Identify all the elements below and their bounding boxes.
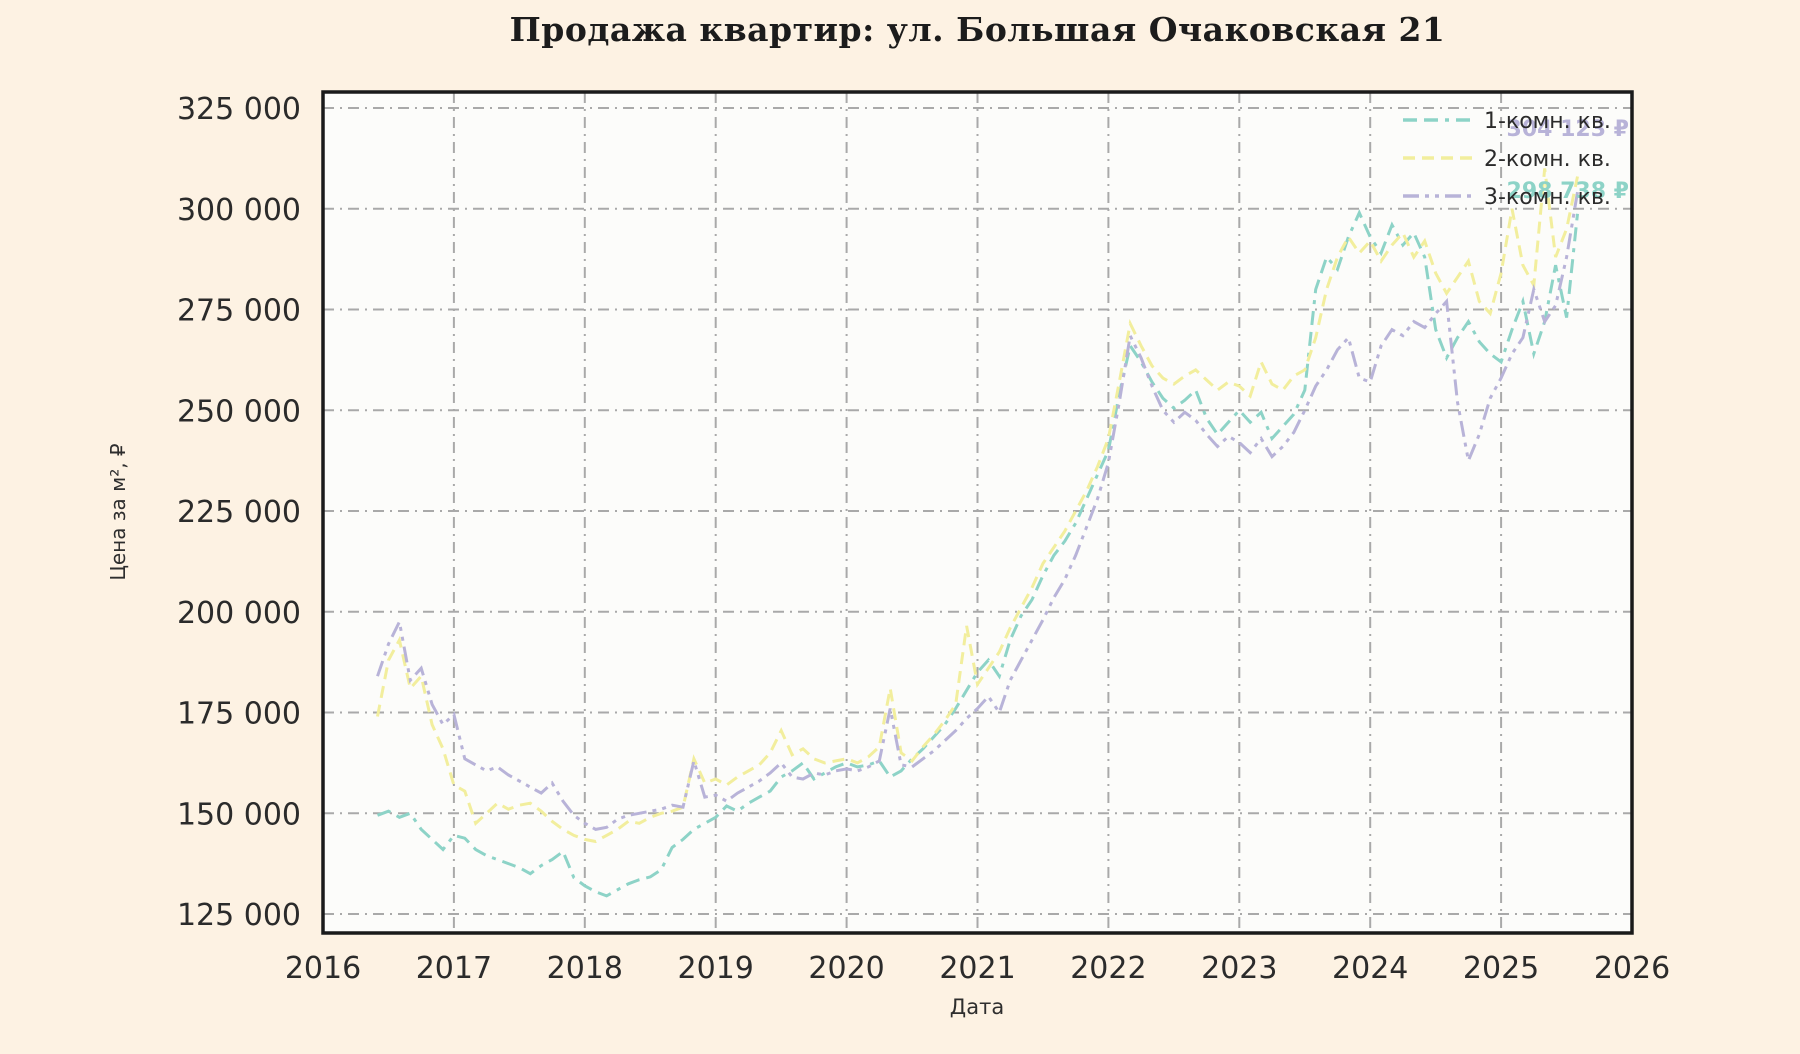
y-tick-label: 300 000 — [177, 193, 301, 228]
final-value-annotations: 304 123 ₽ 298 738 ₽ — [1507, 117, 1629, 204]
x-tick-label: 2016 — [285, 951, 361, 986]
x-tick-label: 2023 — [1201, 951, 1277, 986]
legend-label: 2-комн. кв. — [1484, 147, 1611, 172]
series-line-3-komn — [376, 191, 1579, 831]
legend-label: 3-комн. кв. — [1484, 185, 1611, 210]
series-lines — [376, 168, 1579, 898]
x-tick-label: 2017 — [416, 951, 492, 986]
final-price-annotation: 304 123 ₽ — [1507, 117, 1629, 142]
legend-item-2-komn: 2-комн. кв. — [1403, 147, 1611, 172]
x-tick-label: 2020 — [808, 951, 884, 986]
axes-box — [321, 90, 1634, 935]
x-tick-label: 2019 — [678, 951, 754, 986]
y-tick-label: 125 000 — [177, 898, 301, 933]
legend-label: 1-комн. кв. — [1484, 109, 1611, 134]
final-price-annotation: 298 738 ₽ — [1507, 179, 1629, 204]
y-tick-label: 250 000 — [177, 394, 301, 429]
x-tick-label: 2022 — [1070, 951, 1146, 986]
y-tick-label: 325 000 — [177, 92, 301, 127]
y-tick-label: 175 000 — [177, 697, 301, 732]
x-tick-label: 2026 — [1594, 951, 1670, 986]
legend-item-1-komn: 1-комн. кв. — [1403, 109, 1611, 134]
y-axis-label: Цена за м², ₽ — [106, 443, 130, 581]
x-tick-label: 2021 — [939, 951, 1015, 986]
chart-title: Продажа квартир: ул. Большая Очаковская … — [509, 10, 1446, 49]
legend: 1-комн. кв. 2-комн. кв. 3-комн. кв. — [1403, 109, 1611, 210]
x-tick-label: 2018 — [547, 951, 623, 986]
y-tick-label: 225 000 — [177, 495, 301, 530]
y-tick-label: 200 000 — [177, 596, 301, 631]
gridlines — [322, 92, 1633, 933]
y-tick-label: 275 000 — [177, 294, 301, 329]
tick-labels: 125 000 150 000 175 000 200 000 225 000 250 0… — [177, 92, 1670, 986]
legend-item-3-komn: 3-комн. кв. — [1403, 185, 1611, 210]
x-axis-label: Дата — [949, 995, 1005, 1019]
x-tick-label: 2025 — [1463, 951, 1539, 986]
x-tick-label: 2024 — [1332, 951, 1408, 986]
y-tick-label: 150 000 — [177, 797, 301, 832]
series-line-2-komn — [376, 168, 1579, 844]
